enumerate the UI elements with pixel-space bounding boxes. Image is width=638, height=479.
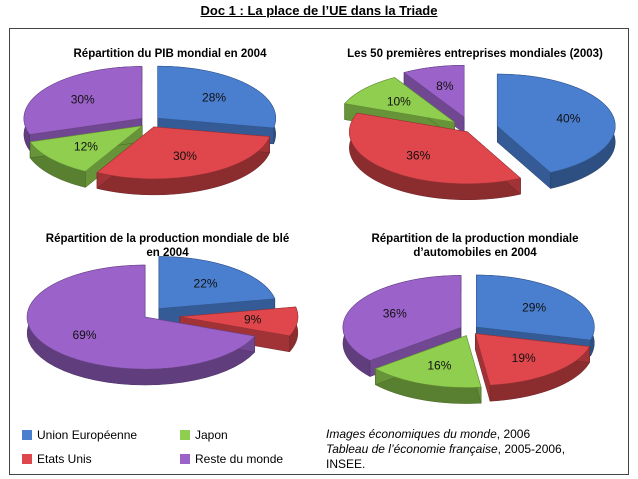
pie-slice-ue: 40% [496, 73, 616, 190]
chart-title-pib: Répartition du PIB mondial en 2004 [73, 48, 267, 60]
legend-item-reste: Reste du monde [180, 452, 283, 466]
legend-swatch-eu [22, 454, 32, 464]
pie-label-etats-unis: 9% [244, 313, 262, 327]
pie-slice-etats-unis: 9% [179, 306, 299, 353]
pie-label-etats-unis: 36% [406, 149, 430, 163]
pie-label-ue: 40% [556, 112, 580, 126]
source-line3: INSEE. [326, 457, 366, 471]
pie-chart-1: 28% 30% 12% 30% [23, 65, 276, 196]
legend-label-eu: Etats Unis [37, 452, 92, 466]
pie-label-japon: 16% [427, 359, 451, 373]
chart-title-auto-line1: Répartition de la production mondiale [371, 233, 579, 245]
pie-label-etats-unis: 19% [512, 351, 536, 365]
pie-label-ue: 29% [522, 300, 546, 314]
legend-swatch-japon [180, 430, 190, 440]
pie-slice-etats-unis: 30% [96, 126, 271, 196]
chart-title-ble-line2: en 2004 [146, 247, 189, 259]
legend-swatch-reste [180, 454, 190, 464]
source-line1-italic: Images économiques du monde [326, 427, 497, 441]
source-line2-rest: , 2005-2006, [497, 442, 566, 456]
chart-title-auto-line2: d’automobiles en 2004 [413, 247, 537, 259]
pie-label-reste-du-monde: 69% [73, 328, 97, 342]
legend-item-eu: Etats Unis [22, 452, 92, 466]
pie-slice-reste-du-monde: 69% [26, 264, 256, 386]
pie-slice-etats-unis: 36% [349, 112, 522, 201]
legend-item-japon: Japon [180, 428, 228, 442]
source-line2-italic: Tableau de l’économie française [326, 442, 498, 456]
chart-title-ble-line1: Répartition de la production mondiale de… [45, 233, 290, 245]
legend-label-ue: Union Européenne [37, 428, 138, 442]
pie-label-reste-du-monde: 30% [71, 93, 95, 107]
pie-slice-etats-unis: 19% [474, 333, 591, 402]
legend-label-reste: Reste du monde [195, 452, 284, 466]
chart-title-ble: Répartition de la production mondiale de… [15, 232, 320, 260]
pie-label-reste-du-monde: 8% [436, 79, 454, 93]
pie-label-japon: 12% [74, 139, 98, 153]
legend-label-japon: Japon [195, 428, 228, 442]
pie-label-ue: 28% [202, 91, 226, 105]
chart-title-entreprises: Les 50 premières entreprises mondiales (… [347, 48, 603, 60]
pie-chart-2: 8% 10% 40% 36% [344, 64, 616, 201]
source-line1-rest: , 2006 [496, 427, 531, 441]
chart-title-automobiles: Répartition de la production mondiale d’… [320, 232, 630, 260]
pie-label-ue: 22% [194, 277, 218, 291]
legend-item-ue: Union Européenne [22, 428, 137, 442]
legend-swatch-ue [22, 430, 32, 440]
document-frame [9, 28, 629, 475]
pie-label-reste-du-monde: 36% [383, 307, 407, 321]
document-title: Doc 1 : La place de l’UE dans la Triade [200, 3, 438, 18]
source-citation: Images économiques du monde, 2006 Tablea… [326, 427, 565, 472]
pie-chart-4: 29% 36% 19% 16% [342, 274, 595, 404]
pie-label-etats-unis: 30% [173, 149, 197, 163]
pie-label-japon: 10% [387, 94, 411, 108]
pie-chart-3: 22% 9% 69% [26, 256, 299, 386]
pie-slice-japon: 16% [374, 335, 482, 404]
